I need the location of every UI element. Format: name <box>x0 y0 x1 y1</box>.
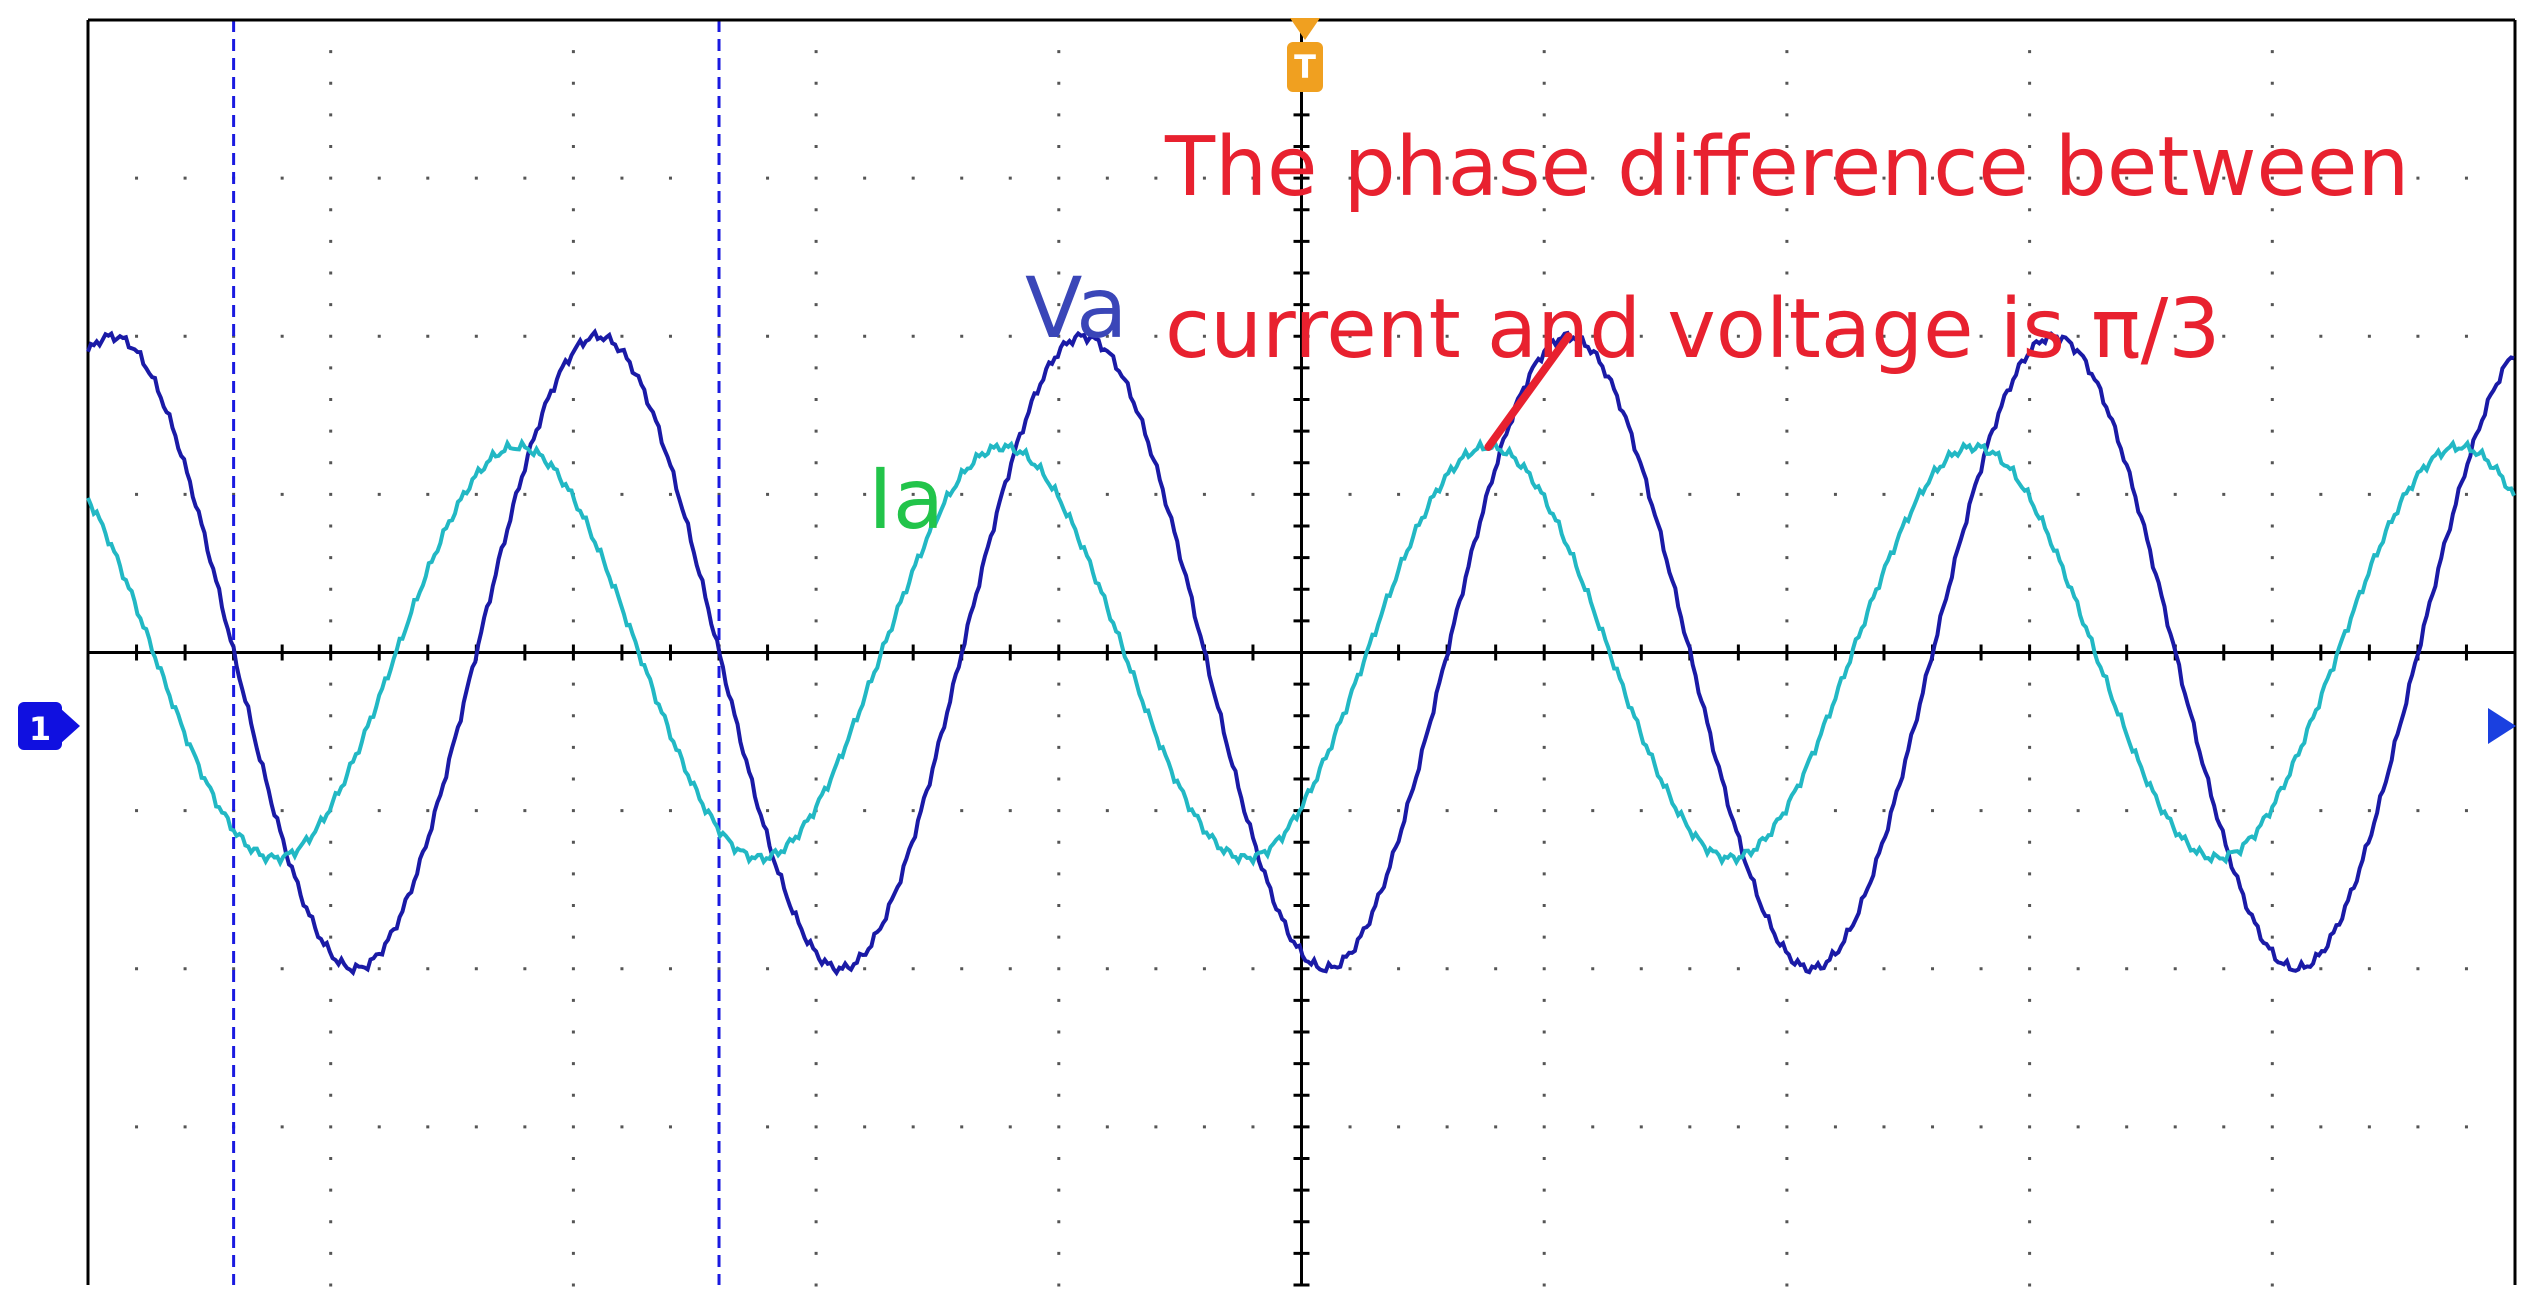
series-label-va: Va <box>1025 259 1127 357</box>
trace-ia <box>86 437 2516 868</box>
trigger-marker: T <box>1287 18 1323 92</box>
traces <box>86 327 2516 977</box>
annotation-line-2: current and voltage is π/3 <box>1165 282 2220 377</box>
channel-1-marker: 1 <box>18 702 80 750</box>
trigger-marker-label: T <box>1294 48 1316 86</box>
channel-1-marker-label: 1 <box>29 710 51 748</box>
annotation-line-1: The phase difference between <box>1164 120 2409 215</box>
phase-difference-marker <box>1484 332 1573 451</box>
series-label-ia: Ia <box>868 450 944 548</box>
trace-va <box>86 327 2515 977</box>
offset-arrow-icon <box>2488 708 2516 744</box>
